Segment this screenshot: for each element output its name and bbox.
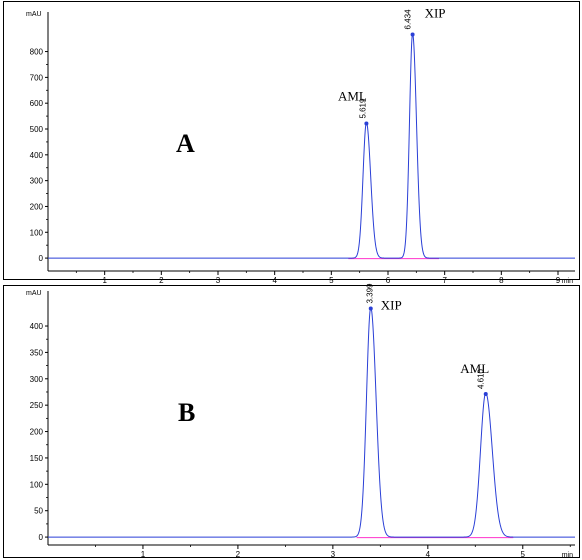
chromatogram-trace	[48, 32, 575, 259]
x-tick-label: 8	[499, 276, 504, 285]
peak-name-label: AML	[460, 361, 489, 376]
peak-name-label: XIP	[381, 298, 402, 313]
panel-letter: A	[176, 129, 195, 158]
y-axis-unit-label: mAU	[26, 11, 42, 18]
y-tick-label: 200	[30, 428, 44, 437]
y-tick-label: 0	[39, 254, 44, 263]
retention-time-label: 6.434	[404, 9, 413, 30]
panel-letter: B	[178, 398, 195, 427]
x-tick-label: 5	[521, 550, 526, 559]
y-axis-unit-label: mAU	[26, 290, 42, 297]
y-tick-label: 700	[30, 73, 44, 82]
peak-apex-marker	[410, 32, 415, 37]
y-tick-label: 350	[30, 348, 44, 357]
y-tick-label: 150	[30, 454, 44, 463]
chromatogram-trace	[48, 307, 575, 538]
x-tick-label: 2	[236, 550, 241, 559]
peak-name-label: AML	[338, 89, 367, 104]
panel-frame	[3, 285, 580, 558]
retention-time-label: 3.399	[366, 283, 375, 304]
y-tick-label: 100	[30, 480, 44, 489]
peak-apex-marker	[483, 392, 488, 397]
x-tick-label: 5	[329, 276, 334, 285]
x-axis-unit-label: min	[562, 278, 573, 285]
retention-time-label: 5.619	[358, 98, 367, 119]
chart-panel-a: 0 100 200 300 400 500 600 700 800 mAU 1 2 3 4 5 6 7 8 9 min…	[3, 1, 580, 285]
y-tick-label: 100	[30, 228, 44, 237]
y-tick-label: 800	[30, 48, 44, 57]
y-tick-label: 50	[34, 507, 43, 516]
x-tick-label: 1	[102, 276, 107, 285]
y-tick-label: 500	[30, 125, 44, 134]
chart-panel-b: 0 50 100 150 200 250 300 350 400 mAU 1 2 3 4 5 min 3.399…	[3, 283, 580, 559]
peak-apex-marker	[368, 306, 373, 311]
retention-time-label: 4.610	[477, 368, 486, 389]
y-tick-label: 400	[30, 151, 44, 160]
y-tick-label: 400	[30, 322, 44, 331]
panel-frame	[3, 1, 580, 280]
x-tick-label: 3	[331, 550, 336, 559]
x-tick-label: 4	[272, 276, 277, 285]
peak-apex-marker	[364, 121, 369, 126]
y-tick-label: 0	[39, 533, 44, 542]
x-tick-label: 4	[426, 550, 431, 559]
x-tick-label: 2	[159, 276, 164, 285]
y-tick-label: 300	[30, 375, 44, 384]
x-tick-label: 3	[216, 276, 221, 285]
y-tick-label: 200	[30, 202, 44, 211]
y-tick-label: 250	[30, 401, 44, 410]
peak-name-label: XIP	[425, 5, 446, 20]
y-tick-label: 300	[30, 177, 44, 186]
x-tick-label: 7	[442, 276, 447, 285]
x-axis-unit-label: min	[562, 552, 573, 559]
x-tick-label: 1	[141, 550, 146, 559]
y-tick-label: 600	[30, 99, 44, 108]
x-tick-label: 6	[386, 276, 391, 285]
x-tick-label: 9	[556, 276, 561, 285]
